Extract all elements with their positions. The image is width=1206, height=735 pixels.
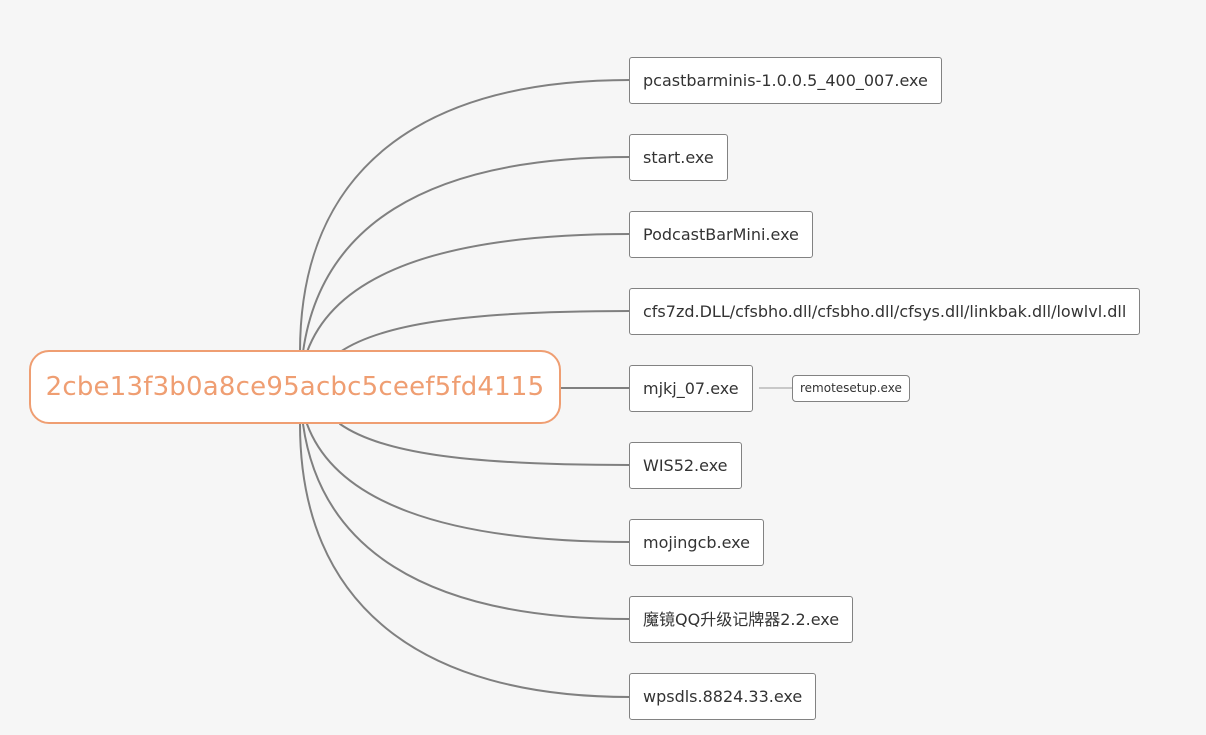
child-node[interactable]: mojingcb.exe (629, 519, 764, 566)
connector-line (302, 423, 631, 620)
connector-line (339, 310, 631, 353)
child-node[interactable]: WIS52.exe (629, 442, 742, 489)
connector-line (339, 423, 631, 466)
child-node[interactable]: PodcastBarMini.exe (629, 211, 813, 258)
connector-line (302, 156, 631, 353)
child-node[interactable]: 魔镜QQ升级记牌器2.2.exe (629, 596, 854, 643)
connector-line (306, 233, 631, 353)
child-node[interactable]: start.exe (629, 134, 728, 181)
child-node[interactable]: mjkj_07.exe (629, 365, 753, 412)
child-node[interactable]: cfs7zd.DLL/cfsbho.dll/cfsbho.dll/cfsys.d… (629, 288, 1141, 335)
grandchild-node[interactable]: remotesetup.exe (792, 375, 910, 402)
root-node[interactable]: 2cbe13f3b0a8ce95acbc5ceef5fd4115 (29, 350, 561, 424)
connector-line (306, 423, 631, 543)
connector-line (299, 423, 631, 698)
connector-line (299, 79, 631, 353)
child-node[interactable]: pcastbarminis-1.0.0.5_400_007.exe (629, 57, 942, 104)
child-node[interactable]: wpsdls.8824.33.exe (629, 673, 817, 720)
